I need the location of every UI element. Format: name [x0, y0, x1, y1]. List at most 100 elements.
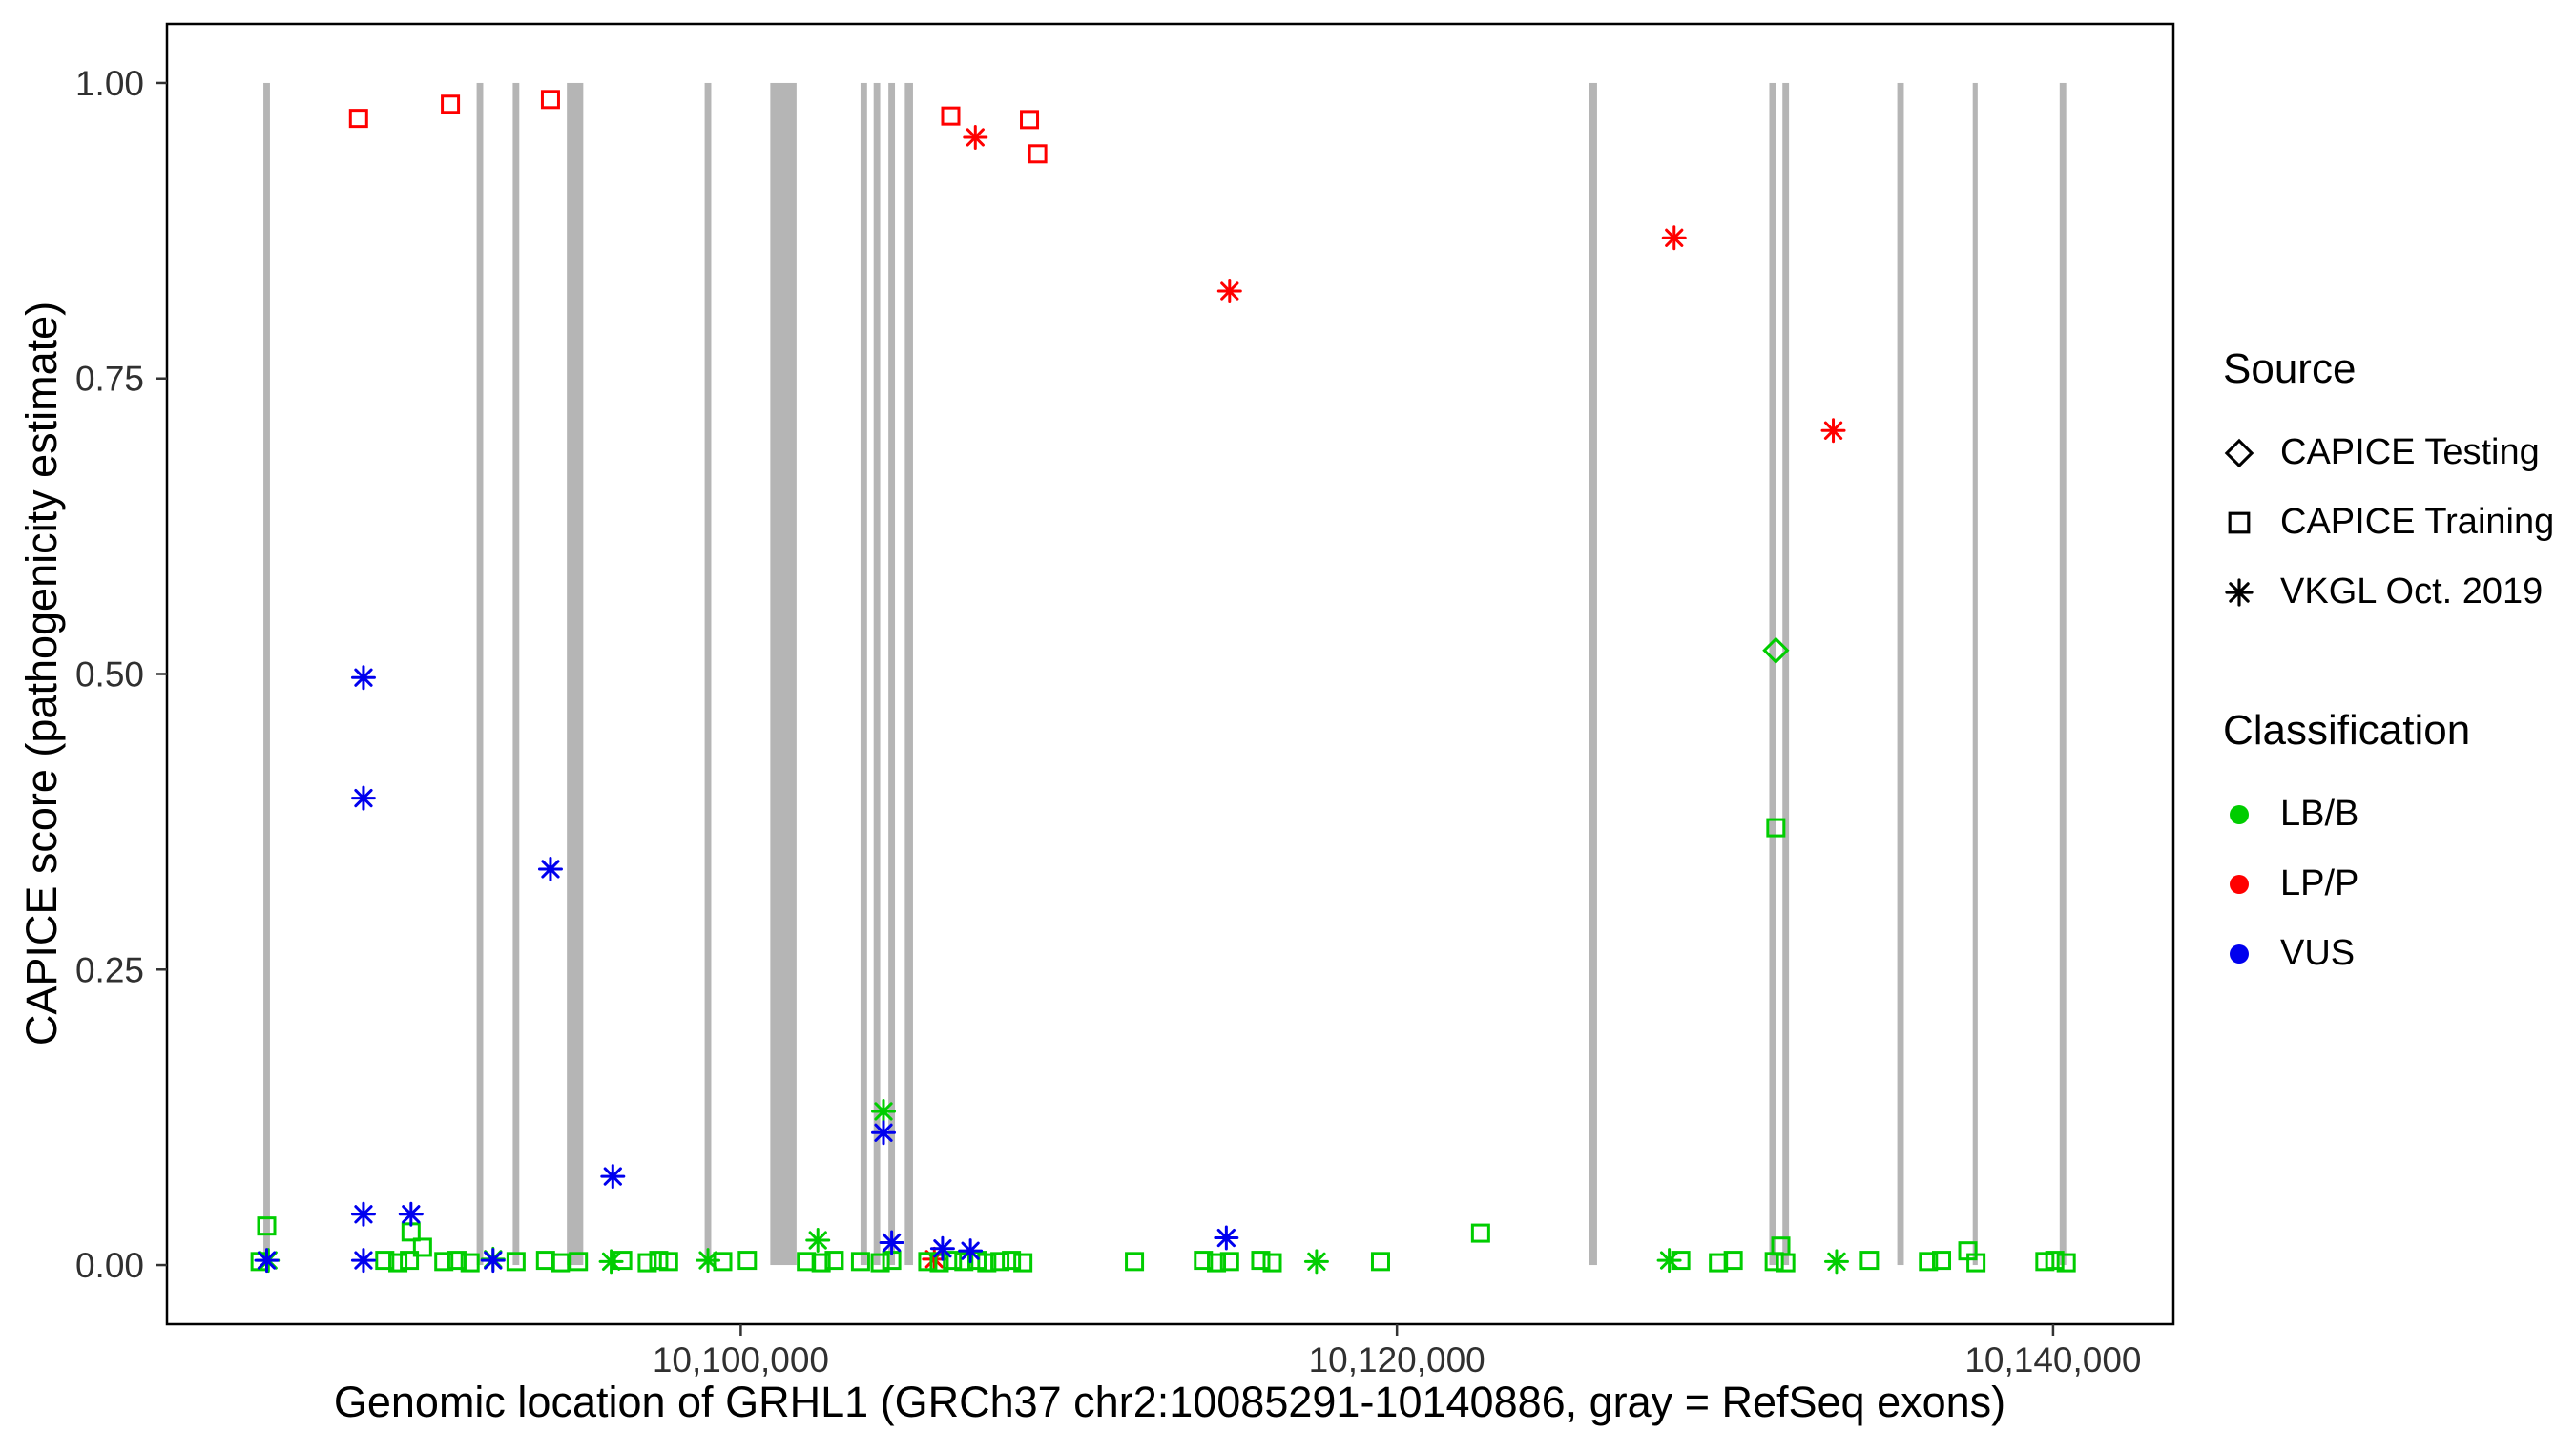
data-point	[1661, 225, 1687, 251]
data-point	[871, 1120, 897, 1146]
data-point	[598, 1249, 624, 1275]
data-point	[824, 1251, 844, 1271]
data-point	[941, 106, 961, 126]
data-point	[929, 1253, 949, 1273]
legend-item-capice-testing: CAPICE Testing	[2223, 418, 2554, 487]
data-point	[1028, 144, 1048, 164]
data-point	[600, 1164, 626, 1190]
data-point	[398, 1201, 424, 1227]
data-point	[1214, 1225, 1239, 1251]
data-point	[257, 1216, 277, 1236]
data-point	[551, 1253, 571, 1273]
exon-bar	[567, 82, 584, 1266]
data-point	[1370, 1252, 1390, 1272]
legend-source-title: Source	[2223, 345, 2357, 392]
legend-item-capice-training: CAPICE Training	[2223, 487, 2554, 557]
data-point	[658, 1252, 678, 1272]
data-point	[990, 1252, 1010, 1272]
y-tick-label: 0.25	[75, 950, 144, 989]
data-point	[441, 94, 461, 114]
data-point	[805, 1228, 831, 1254]
y-tick-label: 0.00	[75, 1246, 144, 1285]
data-point	[2035, 1252, 2055, 1272]
data-point	[537, 856, 563, 881]
data-point	[1656, 1248, 1682, 1274]
data-point	[963, 124, 988, 150]
exon-bar	[1769, 82, 1776, 1266]
data-point	[811, 1253, 831, 1273]
panel-border	[165, 22, 2175, 1326]
data-point	[1219, 1252, 1239, 1272]
legend-classification-group: Classification LB/B LP/P VUS	[2223, 707, 2554, 988]
exon-bar	[263, 82, 270, 1266]
data-point	[447, 1251, 467, 1271]
data-point	[943, 1251, 963, 1271]
data-point	[2056, 1253, 2076, 1273]
legend-item-label: LB/B	[2280, 794, 2359, 834]
data-point	[375, 1251, 395, 1271]
data-point	[1020, 110, 1040, 130]
x-axis-title: Genomic location of GRHL1 (GRCh37 chr2:1…	[333, 1378, 2006, 1426]
legend-item-label: VKGL Oct. 2019	[2280, 571, 2544, 612]
exon-bar	[888, 82, 896, 1266]
data-point	[649, 1251, 669, 1271]
data-point	[350, 785, 376, 811]
data-point	[254, 1248, 280, 1274]
data-point	[977, 1253, 997, 1273]
data-point	[350, 665, 376, 691]
square-icon	[2228, 511, 2251, 533]
data-point	[506, 1252, 526, 1272]
data-point	[1002, 1251, 1022, 1271]
legend-item-label: VUS	[2280, 933, 2356, 973]
legend-classification-title: Classification	[2223, 707, 2471, 754]
data-point	[958, 1238, 984, 1264]
asterisk-icon	[2225, 577, 2254, 607]
data-point	[1919, 1252, 1939, 1272]
data-point	[737, 1251, 758, 1271]
data-point	[1194, 1251, 1214, 1271]
data-point	[1762, 636, 1790, 664]
data-point	[1820, 418, 1846, 444]
legend: Source CAPICE Testing CAPICE Training	[2223, 345, 2554, 988]
lbb-color-dot	[2230, 804, 2249, 824]
data-point	[954, 1252, 974, 1272]
legend-item-label: CAPICE Testing	[2280, 432, 2540, 472]
data-point	[1303, 1249, 1329, 1275]
data-point	[871, 1098, 897, 1124]
y-tick-label: 0.50	[75, 655, 144, 695]
data-point	[350, 1248, 376, 1274]
exon-bar	[770, 82, 797, 1266]
data-point	[1216, 279, 1242, 304]
exon-bar	[1972, 82, 1978, 1266]
data-point	[2045, 1251, 2065, 1271]
data-point	[1709, 1253, 1729, 1273]
data-point	[388, 1253, 408, 1273]
lpp-color-dot	[2230, 874, 2249, 894]
legend-item-lbb: LB/B	[2223, 779, 2554, 849]
data-point	[1766, 818, 1786, 838]
data-point	[1932, 1251, 1952, 1271]
data-point	[918, 1252, 938, 1272]
legend-item-lpp: LP/P	[2223, 849, 2554, 919]
data-point	[1125, 1252, 1145, 1272]
exon-bar	[873, 82, 881, 1266]
legend-source-group: Source CAPICE Testing CAPICE Training	[2223, 345, 2554, 627]
data-point	[1251, 1251, 1271, 1271]
data-point	[348, 109, 368, 129]
data-point	[879, 1230, 904, 1255]
legend-item-label: LP/P	[2280, 863, 2359, 903]
data-point	[1776, 1253, 1796, 1273]
exon-bar	[704, 82, 712, 1266]
data-point	[1207, 1253, 1227, 1273]
data-point	[1823, 1249, 1849, 1275]
exon-bar	[904, 82, 913, 1266]
data-point	[1764, 1252, 1784, 1272]
exon-bar	[1589, 82, 1597, 1266]
exon-bar	[2059, 82, 2067, 1266]
legend-item-vkgl: VKGL Oct. 2019	[2223, 557, 2554, 627]
data-point	[480, 1248, 506, 1274]
exon-bar	[476, 82, 484, 1266]
exon-bar	[1782, 82, 1790, 1266]
data-point	[569, 1252, 589, 1272]
